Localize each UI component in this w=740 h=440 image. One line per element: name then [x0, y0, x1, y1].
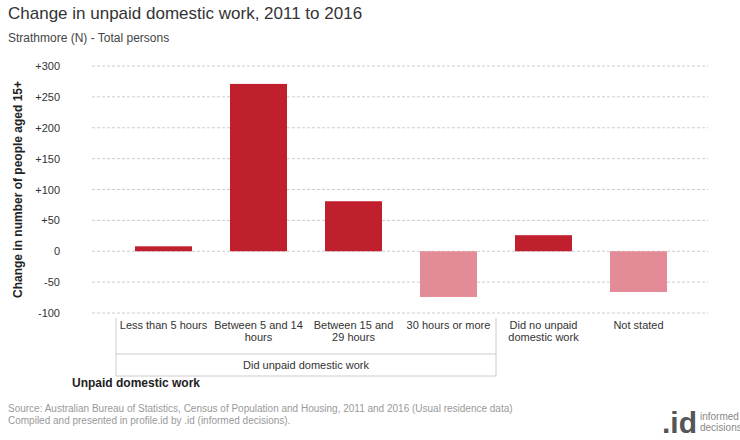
- source: Compiled and presented in profile.id by …: [8, 415, 290, 426]
- grid-line: [92, 127, 708, 128]
- title: Change in unpaid domestic work, 2011 to …: [8, 4, 362, 23]
- bar: [610, 251, 667, 292]
- bar: [515, 235, 572, 251]
- logo-text: informed: [700, 411, 739, 422]
- x-tick-label: Not stated: [613, 319, 663, 331]
- grid-line: [92, 158, 708, 159]
- logo-text: decisions: [700, 422, 740, 433]
- grid-line: [92, 313, 708, 314]
- group-line: [116, 354, 496, 355]
- x-tick-label-line: Not stated: [613, 319, 663, 331]
- y-tick-label: -100: [38, 307, 60, 319]
- x-tick-label-line: domestic work: [508, 331, 579, 343]
- y-tick-label: +50: [41, 214, 60, 226]
- bar: [325, 201, 382, 251]
- y-tick-label: +200: [35, 122, 60, 134]
- bars: [135, 84, 667, 297]
- group-line: [116, 318, 117, 376]
- x-tick-label-line: 29 hours: [332, 331, 375, 343]
- grid: [92, 66, 708, 313]
- group-bracket: [116, 318, 496, 376]
- y-axis-title: Change in number of people aged 15+: [11, 81, 25, 298]
- x-tick-label: Between 15 and29 hours: [314, 319, 394, 343]
- bar: [135, 246, 192, 251]
- x-tick-label: 30 hours or more: [407, 319, 491, 331]
- x-tick-label-line: Between 5 and 14: [214, 319, 303, 331]
- x-tick-label-line: Less than 5 hours: [120, 319, 208, 331]
- y-tick-label: 0: [54, 245, 60, 257]
- chart: Change in unpaid domestic work, 2011 to …: [0, 0, 740, 440]
- x-tick-label: Less than 5 hours: [120, 319, 208, 331]
- y-tick-label: +250: [35, 91, 60, 103]
- logo: .id: [662, 406, 697, 439]
- bar: [420, 251, 477, 297]
- x-tick-label-line: 30 hours or more: [407, 319, 491, 331]
- x-tick-label-line: Did no unpaid: [510, 319, 578, 331]
- grid-line: [92, 96, 708, 97]
- source: Source: Australian Bureau of Statistics,…: [8, 403, 513, 414]
- y-tick-label: +300: [35, 60, 60, 72]
- group-line: [496, 318, 497, 376]
- x-tick-label: Between 5 and 14hours: [214, 319, 303, 343]
- grid-line: [92, 66, 708, 67]
- subtitle: Strathmore (N) - Total persons: [8, 31, 169, 45]
- x-tick-label: Did no unpaiddomestic work: [508, 319, 579, 343]
- x-tick-label-line: hours: [245, 331, 273, 343]
- y-tick-label: +100: [35, 184, 60, 196]
- y-tick-label: +150: [35, 153, 60, 165]
- x-tick-label-line: Between 15 and: [314, 319, 394, 331]
- y-tick-label: -50: [44, 276, 60, 288]
- group-label: Did unpaid domestic work: [243, 359, 369, 371]
- grid-line: [92, 220, 708, 221]
- bar: [230, 84, 287, 251]
- grid-line: [92, 189, 708, 190]
- x-axis-title: Unpaid domestic work: [72, 376, 200, 390]
